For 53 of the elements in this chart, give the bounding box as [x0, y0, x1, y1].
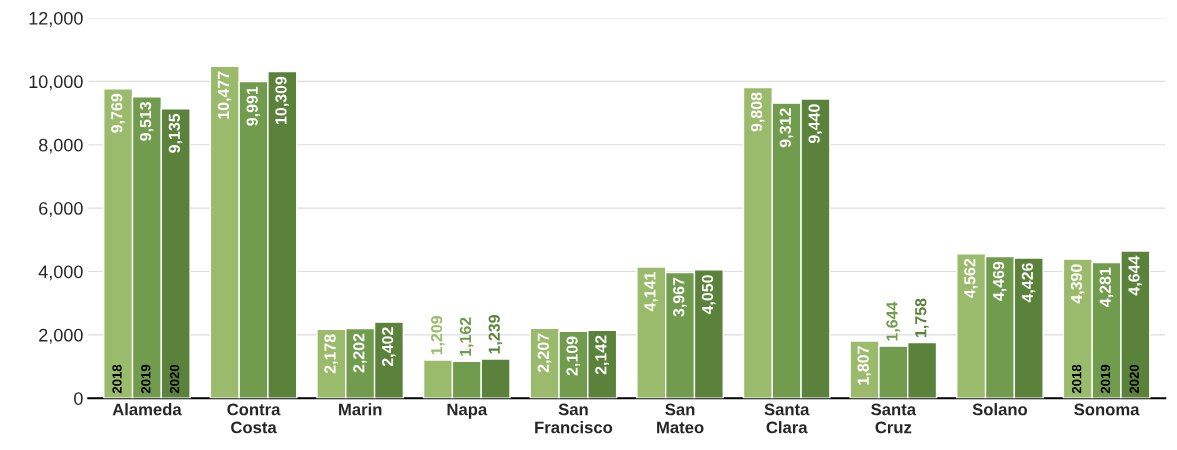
- data-label: 4,141: [644, 272, 658, 312]
- text: 2018: [1071, 364, 1082, 394]
- data-label: 1,239: [488, 315, 503, 354]
- x-tick-label: Marin: [339, 403, 382, 416]
- y-tick-label: 2,000: [39, 328, 83, 344]
- y-tick-label: 8,000: [39, 138, 83, 154]
- x-tick-label: Santa Clara: [764, 403, 810, 434]
- data-label: 10,309: [275, 76, 289, 124]
- data-label: 2,178: [324, 334, 338, 374]
- x-tick-label: Contra Costa: [227, 403, 281, 434]
- data-label: 2,142: [595, 335, 609, 375]
- y-tick-label: 12,000: [29, 11, 83, 27]
- data-label: 1,209: [431, 316, 445, 355]
- data-label: 4,644: [1128, 255, 1142, 296]
- x-tick-label: Napa: [447, 403, 488, 419]
- data-label: 9,808: [750, 92, 765, 132]
- data-label: 9,513: [139, 101, 154, 141]
- text: 2019: [1100, 364, 1111, 394]
- data-label: 9,440: [808, 104, 823, 144]
- x-tick-label: Solano: [972, 403, 1028, 416]
- y-tick-label: 4,000: [38, 265, 83, 281]
- data-label: 4,390: [1070, 264, 1085, 304]
- data-label: 4,562: [964, 258, 978, 298]
- data-label: 9,312: [779, 108, 794, 148]
- y-tick-label: 6,000: [39, 202, 83, 217]
- data-label: 1,758: [915, 298, 929, 337]
- x-tick-label: Alameda: [112, 403, 182, 416]
- data-label: 4,469: [992, 261, 1007, 301]
- x-tick-label: San Mateo: [657, 403, 704, 434]
- x-tick-label: Sonoma: [1074, 403, 1140, 416]
- data-label: 9,135: [168, 113, 183, 153]
- y-tick-label: 0: [74, 392, 83, 405]
- data-label: 4,281: [1099, 267, 1114, 307]
- series-label: 2018: [112, 364, 122, 394]
- x-tick-label: San Francisco: [535, 403, 613, 434]
- data-label: 3,967: [673, 277, 687, 317]
- data-label: 2,202: [353, 333, 367, 373]
- data-label: 1,644: [886, 301, 900, 341]
- data-label: 9,991: [246, 86, 261, 126]
- series-label: 2019: [141, 364, 151, 394]
- data-label: 10,477: [217, 71, 232, 119]
- series-label: 2020: [169, 364, 180, 394]
- y-tick-label: 10,000: [29, 75, 83, 91]
- data-label: 2,402: [381, 327, 396, 367]
- x-tick-label: Santa Cruz: [871, 403, 917, 434]
- data-label: 2,207: [537, 333, 552, 373]
- text: 2020: [1129, 364, 1139, 394]
- data-label: 1,162: [459, 317, 474, 356]
- data-label: 4,426: [1021, 263, 1036, 303]
- data-label: 2,109: [566, 336, 581, 376]
- data-label: 9,769: [111, 93, 125, 133]
- data-label: 1,807: [857, 346, 872, 385]
- data-label: 4,050: [701, 275, 716, 315]
